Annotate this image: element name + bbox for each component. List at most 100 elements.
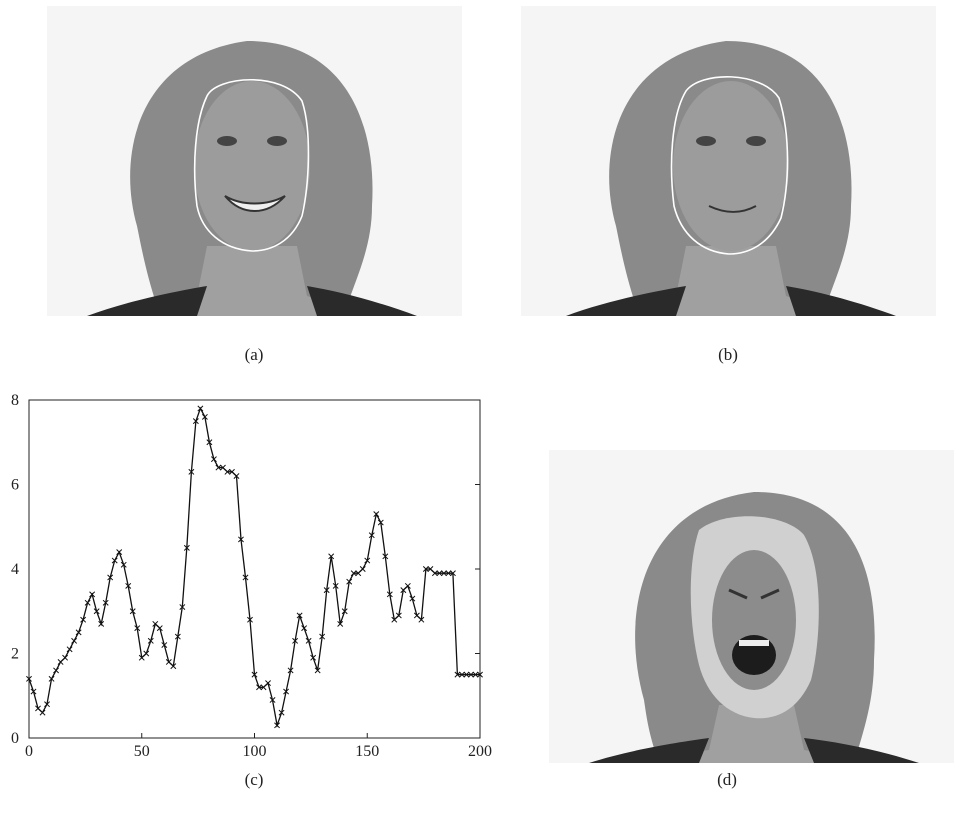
data-point-marker	[138, 654, 145, 661]
data-point-marker	[147, 637, 154, 644]
data-point-marker	[53, 667, 60, 674]
data-point-marker	[224, 468, 231, 475]
data-point-marker	[301, 625, 308, 632]
data-point-marker	[436, 570, 443, 577]
face-contour	[193, 78, 310, 252]
caption-b: (b)	[718, 345, 738, 364]
data-point-marker	[71, 637, 78, 644]
series-line	[28, 406, 480, 728]
x-tick-label: 200	[468, 743, 492, 760]
data-point-marker	[292, 637, 299, 644]
data-point-marker	[274, 722, 281, 729]
data-point-marker	[89, 591, 96, 598]
data-point-marker	[265, 680, 271, 687]
data-point-marker	[350, 570, 357, 577]
caption-d: (d)	[717, 770, 737, 789]
data-point-marker	[368, 532, 375, 539]
data-point-marker	[305, 637, 312, 644]
data-point-marker	[111, 557, 118, 564]
data-point-marker	[341, 608, 348, 615]
data-point-marker	[386, 591, 393, 598]
data-point-marker	[174, 633, 181, 640]
data-point-marker	[440, 570, 447, 577]
x-tick-label: 150	[355, 743, 379, 760]
data-point-marker	[422, 566, 429, 572]
data-point-marker	[156, 625, 163, 632]
data-point-marker	[251, 671, 258, 678]
data-point-marker	[161, 642, 168, 649]
data-point-marker	[449, 570, 456, 577]
data-point-marker	[102, 599, 109, 606]
data-point-marker	[48, 675, 55, 682]
data-point-marker	[183, 544, 190, 551]
x-tick-label: 100	[243, 743, 267, 760]
data-point-marker	[328, 553, 335, 560]
x-tick-label: 0	[25, 743, 33, 760]
face-contour	[670, 75, 789, 255]
y-tick-label: 0	[11, 730, 19, 747]
data-point-marker	[165, 658, 172, 665]
data-point-marker	[206, 439, 213, 446]
data-point-marker	[332, 582, 339, 589]
data-point-marker	[125, 582, 132, 589]
y-tick-label: 4	[11, 561, 19, 578]
data-point-marker	[278, 709, 285, 716]
data-point-marker	[93, 608, 100, 615]
y-tick-label: 8	[11, 392, 19, 409]
data-point-marker	[373, 511, 380, 518]
data-point-marker	[319, 633, 326, 640]
data-point-marker	[143, 650, 150, 657]
data-point-marker	[472, 671, 479, 678]
data-point-marker	[459, 671, 465, 678]
data-point-marker	[382, 553, 389, 560]
data-point-marker	[377, 519, 384, 526]
x-tick-label: 50	[134, 743, 150, 760]
data-point-marker	[62, 654, 69, 661]
data-point-marker	[283, 688, 290, 695]
data-point-marker	[391, 616, 398, 623]
data-point-marker	[152, 620, 159, 627]
data-point-marker	[355, 570, 362, 577]
data-point-marker	[192, 418, 199, 425]
data-point-marker	[66, 646, 73, 653]
data-point-marker	[431, 570, 438, 577]
data-point-marker	[310, 654, 317, 661]
data-point-marker	[409, 595, 416, 602]
data-point-marker	[84, 599, 91, 606]
data-point-marker	[404, 582, 411, 589]
data-point-marker	[477, 671, 483, 678]
data-point-marker	[30, 688, 37, 695]
data-point-marker	[337, 620, 344, 627]
data-point-marker	[323, 587, 330, 594]
data-point-marker	[80, 616, 87, 623]
data-point-marker	[197, 405, 204, 412]
data-point-marker	[395, 612, 402, 619]
data-point-marker	[233, 473, 240, 480]
data-point-marker	[247, 616, 253, 623]
data-point-marker	[468, 671, 474, 678]
data-point-marker	[260, 684, 267, 691]
data-point-marker	[427, 566, 434, 572]
data-point-marker	[26, 675, 32, 682]
data-point-marker	[134, 625, 141, 632]
data-point-marker	[413, 612, 420, 619]
data-point-marker	[359, 566, 366, 572]
data-point-marker	[210, 456, 217, 463]
data-point-marker	[35, 705, 41, 712]
caption-c: (c)	[244, 770, 264, 789]
photo-b-neutral-face	[521, 6, 936, 316]
data-point-marker	[75, 629, 82, 636]
data-point-marker	[454, 671, 461, 678]
data-point-marker	[98, 620, 105, 627]
data-point-marker	[219, 464, 226, 471]
data-point-marker	[116, 549, 123, 556]
data-point-marker	[188, 468, 195, 475]
data-point-marker	[418, 616, 425, 623]
data-point-marker	[400, 587, 407, 594]
data-point-marker	[314, 667, 321, 674]
data-point-marker	[179, 604, 186, 610]
data-point-marker	[39, 709, 46, 716]
caption-a: (a)	[244, 345, 264, 364]
data-point-marker	[238, 536, 244, 543]
data-point-marker	[129, 608, 136, 615]
